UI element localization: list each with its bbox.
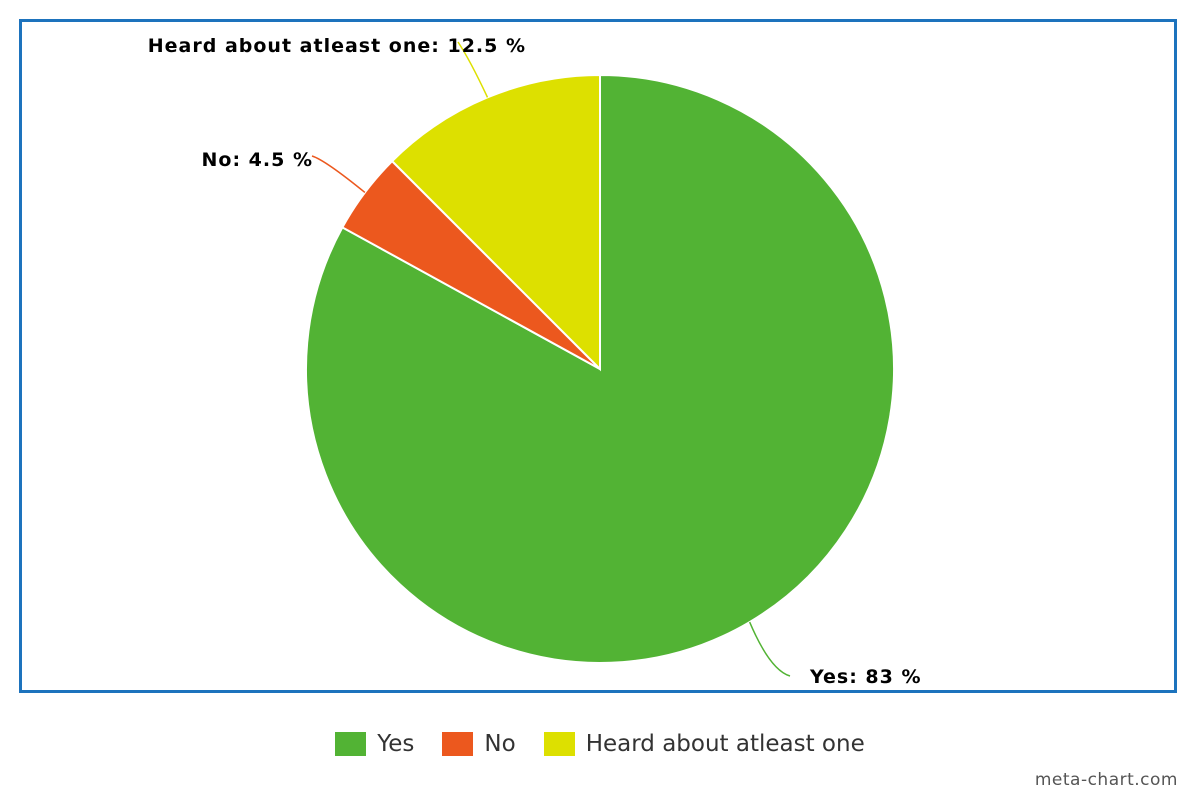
legend-item-no[interactable]: No <box>442 731 516 757</box>
data-label-heard-about-atleast-one: Heard about atleast one: 12.5 % <box>148 35 526 57</box>
pie-slice-heard-about-atleast-one[interactable] <box>390 73 601 372</box>
legend-swatch-yes <box>335 732 367 756</box>
data-label-yes: Yes: 83 % <box>809 666 922 688</box>
legend-swatch-no <box>442 732 474 756</box>
pie-leader-lines <box>311 41 791 677</box>
legend-swatch-heard <box>543 732 575 756</box>
chart-frame <box>19 19 1177 693</box>
pie-data-labels: Yes: 83 % No: 4.5 % Heard about atleast on… <box>148 35 922 688</box>
legend-item-heard[interactable]: Heard about atleast one <box>543 731 865 757</box>
data-label-no: No: 4.5 % <box>202 149 313 171</box>
leader-line-heard-about-atleast-one <box>457 41 489 98</box>
chart-legend: Yes No Heard about atleast one <box>0 731 1200 757</box>
legend-label-heard: Heard about atleast one <box>585 731 865 757</box>
leader-line-yes <box>748 621 791 677</box>
watermark-credit[interactable]: meta-chart.com <box>1034 770 1178 790</box>
legend-item-yes[interactable]: Yes <box>335 731 414 757</box>
leader-line-no <box>311 155 366 194</box>
pie-slices <box>305 73 895 664</box>
legend-label-no: No <box>484 731 516 757</box>
legend-label-yes: Yes <box>377 731 415 757</box>
